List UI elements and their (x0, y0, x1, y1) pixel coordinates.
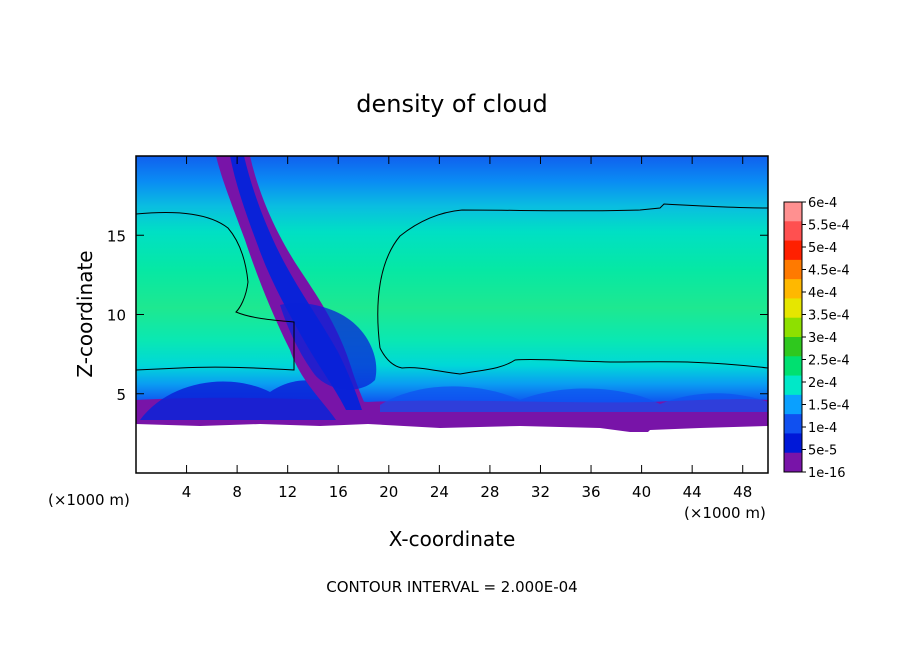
colorbar-label: 6e-4 (808, 196, 837, 211)
x-axis-title: X-coordinate (389, 527, 516, 551)
x-tick-label: 20 (379, 483, 398, 501)
colorbar-swatch (784, 394, 802, 415)
colorbar-label: 2e-4 (808, 376, 837, 391)
y-axis: 5 10 15 (107, 227, 768, 404)
colorbar: 6e-4 5.5e-4 5e-4 4.5e-4 4e-4 3.5e-4 3e-4 2.5e-4… (783, 196, 850, 481)
colorbar-swatch (784, 279, 802, 299)
colorbar-swatch (784, 356, 802, 377)
y-tick-label: 15 (107, 227, 126, 245)
cloud-free-region (136, 424, 768, 473)
contour-interval-note: CONTOUR INTERVAL = 2.000E-04 (326, 578, 577, 596)
colorbar-swatch (784, 433, 802, 454)
colorbar-label: 4.5e-4 (808, 264, 850, 279)
x-tick-label: 28 (480, 483, 499, 501)
outflow-anvil (280, 303, 377, 390)
y-tick-label: 10 (107, 307, 126, 325)
x-tick-label: 48 (733, 483, 752, 501)
colorbar-swatch (784, 259, 802, 280)
x-tick-label: 8 (232, 483, 242, 501)
colorbar-swatch (784, 202, 802, 222)
boundary-layer-eddies (380, 386, 768, 412)
x-tick-label: 24 (430, 483, 449, 501)
x-tick-label: 16 (329, 483, 348, 501)
colorbar-swatch (784, 221, 802, 242)
contour-line (377, 203, 768, 349)
boundary-layer-eddies (140, 380, 350, 420)
colorbar-swatch (784, 375, 802, 396)
colorbar-label: 1e-16 (808, 466, 846, 481)
colorbar-label: 1e-4 (808, 421, 837, 436)
colorbar-label: 2.5e-4 (808, 354, 850, 369)
x-unit-label-right: (×1000 m) (684, 504, 766, 522)
x-tick-label: 12 (278, 483, 297, 501)
colorbar-label: 1.5e-4 (808, 399, 850, 414)
contour-line (136, 212, 295, 371)
colorbar-label: 5e-4 (808, 241, 837, 256)
colorbar-label: 3e-4 (808, 331, 837, 346)
y-tick-label: 5 (116, 386, 126, 404)
colorbar-swatch (784, 337, 802, 357)
colorbar-swatch (784, 414, 802, 434)
colorbar-swatch (784, 452, 802, 473)
colorbar-label: 3.5e-4 (808, 309, 850, 324)
x-tick-label: 4 (182, 483, 192, 501)
colorbar-label: 5.5e-4 (808, 219, 850, 234)
x-tick-label: 44 (683, 483, 702, 501)
colorbar-label: 4e-4 (808, 286, 837, 301)
x-tick-label: 40 (632, 483, 651, 501)
x-tick-label: 36 (581, 483, 600, 501)
x-axis: 4 8 12 16 20 24 28 32 36 40 44 48 (182, 156, 752, 501)
chart-title: density of cloud (356, 90, 547, 118)
y-axis-title: Z-coordinate (73, 250, 97, 377)
plot-area (136, 156, 768, 473)
colorbar-label: 5e-5 (808, 444, 837, 459)
colorbar-swatch (784, 240, 802, 261)
contour-line (379, 347, 768, 375)
x-unit-label-left: (×1000 m) (48, 491, 130, 509)
colorbar-swatch (784, 298, 802, 319)
x-tick-label: 32 (531, 483, 550, 501)
colorbar-swatch (784, 317, 802, 338)
